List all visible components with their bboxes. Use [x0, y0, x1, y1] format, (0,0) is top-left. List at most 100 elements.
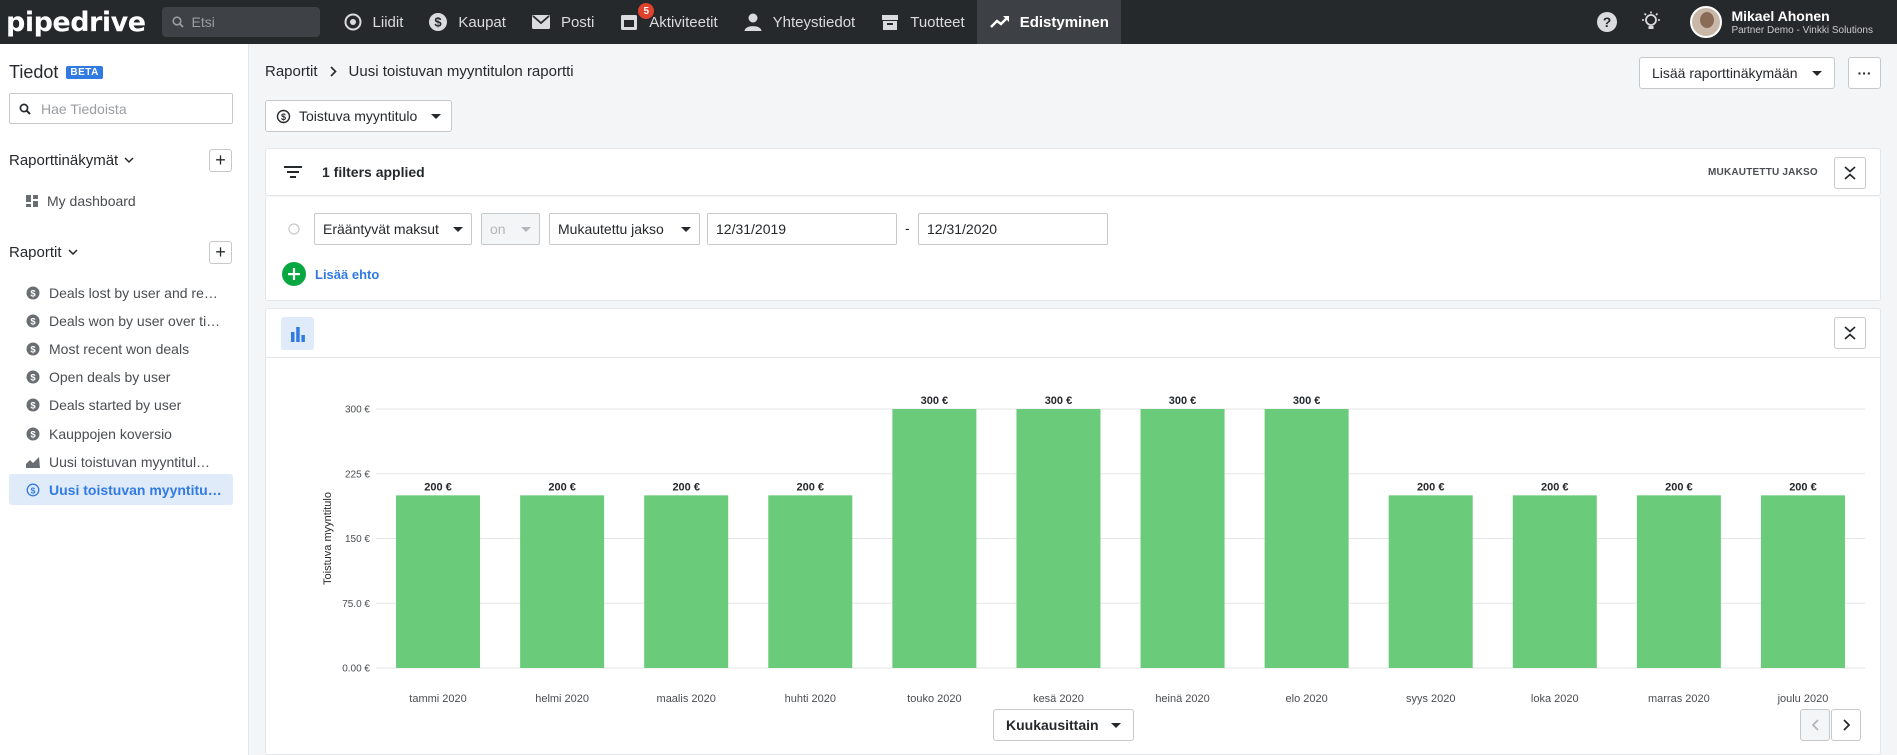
filters-header: 1 filters applied MUKAUTETTU JAKSO: [265, 148, 1881, 196]
chevron-left-icon: [1811, 719, 1819, 731]
bar: [644, 495, 729, 668]
target-icon: [342, 11, 364, 33]
caret-down-icon: [1811, 70, 1822, 76]
date-to-value: 12/31/2020: [927, 221, 998, 237]
area-chart-icon: [26, 456, 40, 468]
nav-label: Tuotteet: [910, 13, 965, 31]
bar-value-label: 300 €: [1169, 395, 1197, 407]
sidebar-report-item[interactable]: Uusi toistuvan myyntitul…: [9, 446, 233, 477]
nav-label: Edistyminen: [1019, 13, 1109, 31]
bar: [1016, 409, 1101, 668]
chart-next-button[interactable]: [1831, 709, 1861, 741]
nav-item-products[interactable]: Tuotteet: [867, 0, 976, 44]
chart-prev-button[interactable]: [1800, 709, 1830, 741]
add-to-report-view-button[interactable]: Lisää raporttinäkymään: [1639, 57, 1835, 89]
collapse-filters-button[interactable]: [1834, 157, 1866, 189]
sidebar-item-my-dashboard[interactable]: My dashboard: [9, 185, 233, 216]
add-condition-button[interactable]: Lisää ehto: [282, 262, 379, 286]
y-tick-label: 0.00 €: [342, 664, 370, 675]
dashboard-icon: [26, 194, 38, 207]
sidebar-report-item[interactable]: $ Most recent won deals: [9, 333, 233, 364]
condition-dot-icon: [288, 223, 300, 235]
sidebar-report-item[interactable]: $ Uusi toistuvan myyntitul…: [9, 474, 233, 506]
nav-item-progress[interactable]: Edistyminen: [976, 0, 1121, 44]
global-search-input[interactable]: Etsi: [161, 7, 320, 37]
y-tick-label: 75.0 €: [342, 599, 370, 610]
group-by-label: Kuukausittain: [1006, 717, 1099, 733]
sidebar-search-input[interactable]: Hae Tiedoista: [9, 93, 233, 124]
nav-item-mail[interactable]: Posti: [518, 0, 606, 44]
bar-value-label: 200 €: [1665, 481, 1693, 493]
collapse-chart-button[interactable]: [1834, 317, 1866, 349]
nav-item-leads[interactable]: Liidit: [330, 0, 416, 44]
svg-text:$: $: [30, 429, 36, 440]
svg-text:$: $: [30, 316, 36, 327]
add-circle-icon: [282, 262, 306, 286]
filter-field-select[interactable]: Erääntyvät maksut: [314, 213, 472, 245]
sidebar-search-placeholder: Hae Tiedoista: [41, 100, 127, 117]
reports-section-label: Raportit: [9, 244, 62, 261]
bar-value-label: 200 €: [424, 481, 452, 493]
bar-chart-icon: [290, 326, 305, 342]
sidebar-report-item[interactable]: $ Deals started by user: [9, 390, 233, 421]
bar-value-label: 200 €: [797, 481, 825, 493]
dollar-icon: $: [427, 11, 449, 33]
filter-icon[interactable]: [284, 165, 302, 179]
bar-value-label: 300 €: [921, 395, 949, 407]
y-tick-label: 150 €: [345, 534, 370, 545]
x-tick-label: loka 2020: [1531, 693, 1579, 705]
sidebar-item-label: Deals started by user: [49, 397, 182, 414]
help-icon[interactable]: ?: [1592, 7, 1622, 37]
y-tick-label: 225 €: [345, 469, 370, 480]
user-menu[interactable]: Mikael Ahonen Partner Demo - Vinkki Solu…: [1690, 6, 1873, 38]
calendar-icon: [618, 11, 640, 33]
sidebar-report-item[interactable]: $ Kauppojen koversio: [9, 418, 233, 449]
nav-item-deals[interactable]: $ Kaupat: [415, 0, 518, 44]
report-type-dropdown[interactable]: $ Toistuva myyntitulo: [265, 100, 453, 132]
date-from-input[interactable]: 12/31/2019: [707, 213, 897, 245]
svg-text:$: $: [435, 15, 443, 30]
caret-down-icon: [521, 226, 531, 232]
bar: [768, 495, 853, 668]
add-view-button[interactable]: +: [209, 149, 232, 172]
filter-operator-select: on: [481, 213, 540, 245]
date-to-input[interactable]: 12/31/2020: [918, 213, 1108, 245]
chevron-down-icon: [124, 157, 134, 164]
add-condition-label: Lisää ehto: [315, 266, 380, 282]
plus-icon: +: [215, 150, 226, 170]
bar: [1388, 495, 1473, 668]
person-icon: [742, 11, 764, 33]
x-tick-label: touko 2020: [907, 693, 961, 705]
sidebar-report-item[interactable]: $ Deals lost by user and rea…: [9, 277, 233, 308]
x-tick-label: syys 2020: [1406, 693, 1456, 705]
sidebar: Tiedot BETA Hae Tiedoista Raporttinäkymä…: [0, 44, 249, 755]
nav-item-contacts[interactable]: Yhteystiedot: [730, 0, 868, 44]
sidebar-report-item[interactable]: $ Open deals by user: [9, 362, 233, 393]
caret-down-icon: [431, 113, 442, 119]
pipedrive-logo[interactable]: pipedrive: [6, 6, 146, 38]
beta-badge: BETA: [66, 66, 103, 79]
sidebar-report-item[interactable]: $ Deals won by user over ti…: [9, 305, 233, 336]
chevron-right-icon: [1842, 719, 1850, 731]
nav-item-activities[interactable]: 5 Aktiviteetit: [606, 0, 729, 44]
nav-label: Kaupat: [458, 13, 506, 31]
user-name: Mikael Ahonen: [1731, 7, 1830, 24]
x-tick-label: elo 2020: [1286, 693, 1328, 705]
bar-value-label: 200 €: [1541, 481, 1569, 493]
lightbulb-icon[interactable]: [1636, 7, 1666, 37]
filter-period-select[interactable]: Mukautettu jakso: [549, 213, 700, 245]
add-report-button[interactable]: +: [209, 241, 232, 264]
date-range-separator: -: [905, 220, 910, 236]
user-company: Partner Demo - Vinkki Solutions: [1731, 24, 1873, 36]
recurring-icon: $: [26, 483, 40, 497]
more-options-button[interactable]: ···: [1848, 57, 1881, 89]
breadcrumb-root[interactable]: Raportit: [265, 63, 318, 80]
chart-card: 0.00 € 75.0 € 150 € 225 € 300 € Toistuva myyn…: [265, 308, 1881, 755]
dollar-icon: $: [26, 398, 40, 412]
svg-text:$: $: [281, 112, 286, 122]
group-by-dropdown[interactable]: Kuukausittain: [993, 709, 1134, 741]
views-section-toggle[interactable]: Raporttinäkymät: [9, 152, 134, 169]
reports-section-toggle[interactable]: Raportit: [9, 244, 78, 261]
global-search-placeholder: Etsi: [191, 14, 215, 30]
bar-chart-type-button[interactable]: [281, 317, 314, 350]
